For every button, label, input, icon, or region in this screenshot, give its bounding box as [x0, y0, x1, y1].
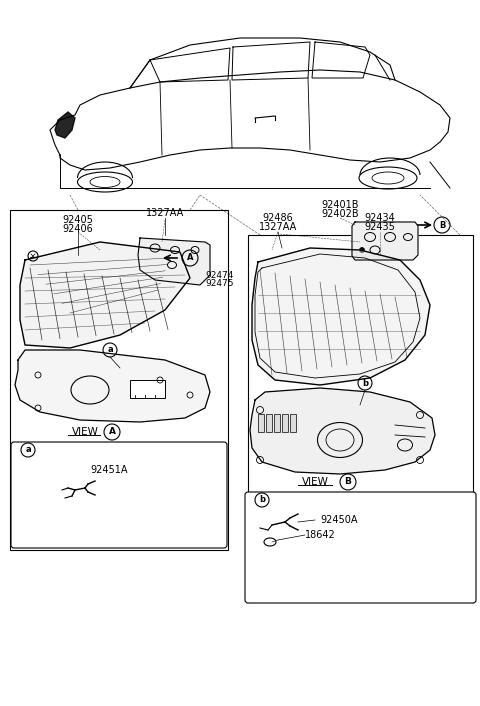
Circle shape — [360, 248, 364, 253]
Text: A: A — [108, 428, 116, 436]
FancyBboxPatch shape — [11, 442, 227, 548]
Text: VIEW: VIEW — [301, 477, 328, 487]
Text: B: B — [345, 477, 351, 486]
Bar — [290, 414, 296, 432]
Text: b: b — [362, 378, 368, 388]
Text: 92434: 92434 — [365, 213, 396, 223]
Text: 92451A: 92451A — [90, 465, 128, 475]
Bar — [258, 414, 264, 432]
Text: 92486: 92486 — [263, 213, 293, 223]
Text: a: a — [107, 345, 113, 354]
Polygon shape — [20, 242, 190, 348]
Text: 1327AA: 1327AA — [259, 222, 297, 232]
Polygon shape — [15, 350, 210, 422]
Text: b: b — [259, 496, 265, 505]
Text: 1327AA: 1327AA — [146, 208, 184, 218]
Bar — [266, 414, 272, 432]
Polygon shape — [55, 112, 75, 138]
FancyBboxPatch shape — [245, 492, 476, 603]
Text: 92475: 92475 — [205, 278, 233, 287]
Bar — [282, 414, 288, 432]
Text: 92401B: 92401B — [321, 200, 359, 210]
Text: a: a — [25, 445, 31, 455]
Text: B: B — [439, 220, 445, 229]
Polygon shape — [252, 248, 430, 385]
Bar — [10, 210, 228, 550]
Text: 18642: 18642 — [305, 530, 336, 540]
Text: 92435: 92435 — [365, 222, 396, 232]
Text: 92402B: 92402B — [321, 209, 359, 219]
Text: 92474: 92474 — [205, 270, 233, 280]
Text: 92450A: 92450A — [320, 515, 358, 525]
Polygon shape — [352, 222, 418, 260]
Bar — [130, 380, 165, 398]
Bar — [248, 235, 473, 550]
Text: A: A — [187, 253, 193, 263]
Bar — [274, 414, 280, 432]
Polygon shape — [138, 238, 210, 285]
Polygon shape — [250, 388, 435, 474]
Text: VIEW: VIEW — [72, 427, 98, 437]
Text: 92406: 92406 — [62, 224, 94, 234]
Text: 92405: 92405 — [62, 215, 94, 225]
